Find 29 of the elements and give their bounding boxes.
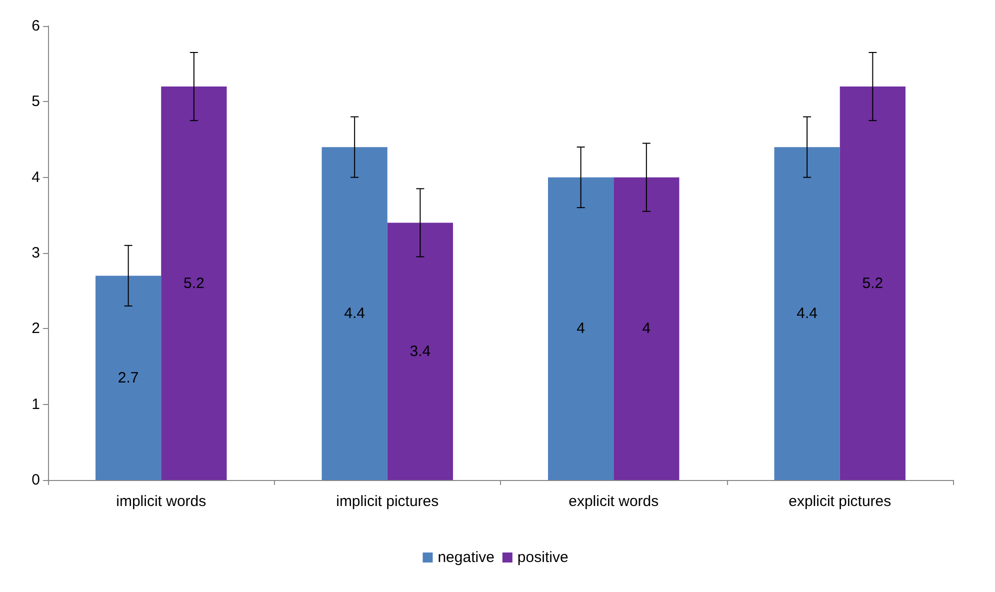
data-label: 2.7 — [118, 369, 139, 386]
data-label: 4 — [642, 320, 651, 338]
y-tick-label: 0 — [32, 472, 40, 488]
y-tick-label: 1 — [32, 396, 40, 413]
bar — [96, 276, 162, 480]
legend-label: negative — [438, 549, 494, 566]
bar — [387, 222, 453, 480]
bar — [322, 147, 388, 480]
x-tick-label: implicit pictures — [336, 493, 439, 510]
bar — [548, 177, 614, 480]
x-tick-label: implicit words — [116, 493, 206, 510]
bar — [840, 86, 906, 480]
data-label: 4 — [576, 320, 585, 338]
y-tick-label: 5 — [32, 93, 40, 110]
y-tick-label: 3 — [32, 244, 40, 262]
data-label: 5.2 — [862, 274, 884, 292]
y-tick-label: 4 — [32, 168, 40, 186]
x-tick-label: explicit pictures — [788, 493, 892, 510]
bar — [774, 147, 840, 480]
y-tick-label: 2 — [32, 320, 40, 338]
x-tick-label: explicit words — [568, 493, 659, 510]
bar — [161, 86, 227, 480]
legend-label: positive — [517, 549, 568, 566]
y-tick-label: 6 — [32, 18, 40, 34]
data-label: 5.2 — [184, 274, 204, 292]
data-label: 4.4 — [796, 305, 818, 322]
bar — [614, 177, 680, 480]
data-label: 3.4 — [410, 342, 431, 360]
data-label: 4.4 — [344, 305, 365, 322]
